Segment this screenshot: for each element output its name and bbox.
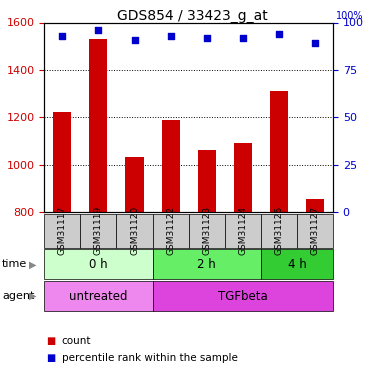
Bar bbox=[306, 199, 324, 212]
Text: GSM31126: GSM31126 bbox=[275, 206, 283, 255]
Text: 2 h: 2 h bbox=[198, 258, 216, 271]
Text: GSM31123: GSM31123 bbox=[202, 206, 211, 255]
Text: GDS854 / 33423_g_at: GDS854 / 33423_g_at bbox=[117, 9, 268, 23]
Text: untreated: untreated bbox=[69, 290, 128, 303]
Point bbox=[131, 36, 137, 42]
Bar bbox=[89, 39, 107, 212]
Text: ■: ■ bbox=[46, 353, 55, 363]
Text: ▶: ▶ bbox=[29, 291, 37, 301]
Bar bbox=[53, 112, 71, 212]
Point bbox=[167, 33, 174, 39]
Text: GSM31124: GSM31124 bbox=[238, 206, 247, 255]
Text: GSM31120: GSM31120 bbox=[130, 206, 139, 255]
Text: count: count bbox=[62, 336, 91, 346]
Bar bbox=[198, 150, 216, 212]
Point bbox=[276, 31, 282, 37]
Text: agent: agent bbox=[2, 291, 34, 301]
Text: time: time bbox=[2, 260, 27, 269]
Text: GSM31117: GSM31117 bbox=[58, 206, 67, 255]
Point bbox=[312, 40, 318, 46]
Point bbox=[240, 34, 246, 40]
Text: 4 h: 4 h bbox=[288, 258, 306, 271]
Text: GSM31119: GSM31119 bbox=[94, 206, 103, 255]
Point bbox=[95, 27, 102, 33]
Text: TGFbeta: TGFbeta bbox=[218, 290, 268, 303]
Text: ▶: ▶ bbox=[29, 260, 37, 269]
Text: GSM31122: GSM31122 bbox=[166, 206, 175, 255]
Text: 100%: 100% bbox=[336, 11, 363, 21]
Bar bbox=[126, 158, 144, 212]
Text: 0 h: 0 h bbox=[89, 258, 108, 271]
Text: ■: ■ bbox=[46, 336, 55, 346]
Point bbox=[204, 34, 210, 40]
Bar bbox=[270, 91, 288, 212]
Bar bbox=[162, 120, 180, 212]
Text: percentile rank within the sample: percentile rank within the sample bbox=[62, 353, 238, 363]
Bar bbox=[234, 143, 252, 212]
Point bbox=[59, 33, 65, 39]
Text: GSM31127: GSM31127 bbox=[310, 206, 320, 255]
